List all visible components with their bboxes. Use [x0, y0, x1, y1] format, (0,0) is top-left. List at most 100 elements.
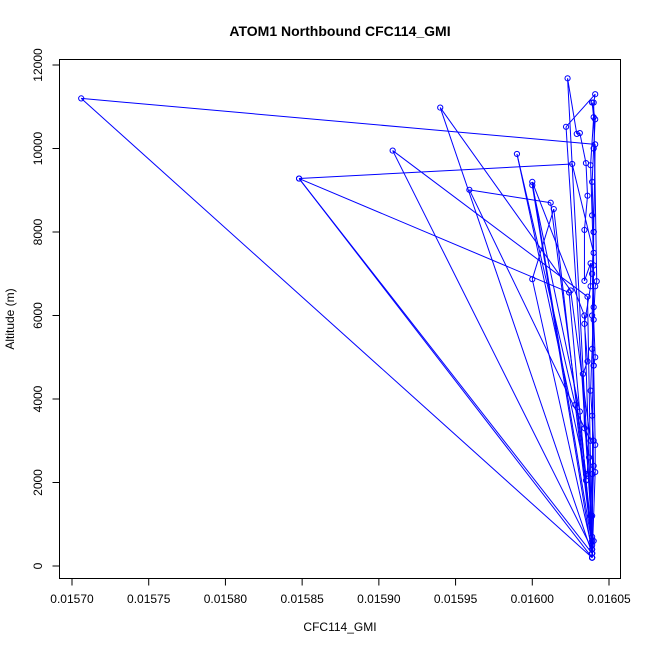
data-point	[581, 320, 588, 327]
y-tick-label: 4000	[31, 385, 45, 412]
data-point	[585, 454, 593, 461]
data-point	[584, 358, 591, 365]
x-axis-label: CFC114_GMI	[303, 620, 376, 634]
data-point	[590, 362, 597, 369]
y-tick-label: 10000	[31, 131, 45, 165]
data-point	[581, 312, 588, 319]
data-point	[572, 401, 579, 408]
data-point	[590, 462, 597, 469]
data-point	[590, 249, 597, 256]
data-point	[573, 130, 580, 137]
series-segment	[531, 208, 555, 280]
series-segment	[298, 178, 593, 554]
data-point	[550, 205, 557, 213]
y-tick-label: 2000	[31, 469, 45, 496]
data-point	[562, 123, 570, 130]
x-tick-label: 0.01590	[357, 592, 401, 606]
data-point	[78, 95, 85, 102]
data-point	[589, 542, 596, 549]
series-segment	[567, 78, 578, 134]
data-point	[582, 477, 590, 484]
data-point	[592, 441, 599, 449]
data-point	[584, 293, 591, 300]
data-point	[581, 277, 588, 284]
series-points	[78, 75, 600, 561]
series-segment	[392, 150, 593, 550]
series-segment	[531, 279, 593, 550]
data-point	[587, 283, 594, 290]
data-point	[589, 554, 596, 561]
x-tick-label: 0.01595	[434, 592, 478, 606]
data-point	[589, 212, 596, 219]
series-segment	[299, 163, 573, 180]
data-point	[590, 145, 597, 152]
data-point	[466, 186, 473, 193]
y-tick-label: 8000	[31, 218, 45, 245]
series-segment	[516, 153, 576, 405]
series-segment	[587, 296, 593, 554]
series-segment	[593, 357, 596, 366]
series-segment	[439, 107, 593, 554]
data-point	[589, 270, 596, 277]
data-point	[582, 471, 590, 478]
data-point	[437, 104, 444, 111]
series-segment	[583, 323, 589, 362]
data-point	[590, 114, 597, 121]
series-segment	[585, 163, 589, 196]
data-point	[529, 178, 536, 185]
data-point	[589, 345, 596, 352]
data-point	[582, 160, 590, 167]
data-point	[590, 99, 597, 106]
series-segment	[298, 178, 570, 293]
series-segment	[565, 126, 593, 537]
data-point	[590, 304, 597, 311]
data-point	[590, 316, 597, 323]
series-segment	[591, 252, 595, 554]
series-segment	[565, 93, 596, 128]
data-point	[529, 276, 536, 283]
data-point	[576, 129, 583, 137]
data-point	[513, 150, 521, 158]
series-segment	[579, 132, 587, 164]
chart-title: ATOM1 Northbound CFC114_GMI	[229, 23, 450, 39]
data-point	[589, 537, 596, 545]
data-point	[589, 178, 596, 185]
x-tick-label: 0.01605	[587, 592, 631, 606]
series-segment	[590, 348, 593, 391]
data-point	[547, 199, 554, 206]
data-point	[567, 287, 574, 294]
series-segment	[531, 185, 581, 412]
data-point	[592, 468, 599, 476]
data-point	[564, 75, 571, 82]
data-point	[587, 437, 594, 444]
plot-frame	[59, 59, 621, 579]
data-point	[589, 512, 596, 520]
data-point	[589, 312, 596, 319]
series-segment	[593, 365, 596, 445]
series-segment	[516, 153, 587, 475]
series-segment	[80, 98, 593, 559]
data-point	[589, 546, 596, 553]
x-tick-label: 0.01570	[50, 592, 94, 606]
series-segment	[392, 150, 588, 298]
data-point	[569, 160, 576, 168]
data-point	[295, 175, 303, 182]
data-point	[581, 226, 588, 234]
x-tick-label: 0.01585	[280, 592, 324, 606]
x-tick-label: 0.01580	[204, 592, 248, 606]
y-axis-label: Altitude (m)	[3, 288, 17, 349]
series-segment	[81, 97, 596, 145]
data-point	[590, 228, 597, 236]
series-segment	[583, 195, 589, 230]
data-point	[592, 283, 599, 290]
series-segment	[531, 181, 593, 546]
data-point	[587, 387, 594, 394]
series-segment	[439, 107, 572, 291]
data-point	[592, 91, 599, 98]
data-point	[529, 182, 536, 189]
series-segment	[553, 208, 593, 542]
data-point	[587, 260, 594, 267]
x-ticks: 0.01570 0.01575 0.01580 0.01585 0.01590 0.015…	[50, 578, 631, 606]
y-tick-label: 12000	[31, 48, 45, 82]
